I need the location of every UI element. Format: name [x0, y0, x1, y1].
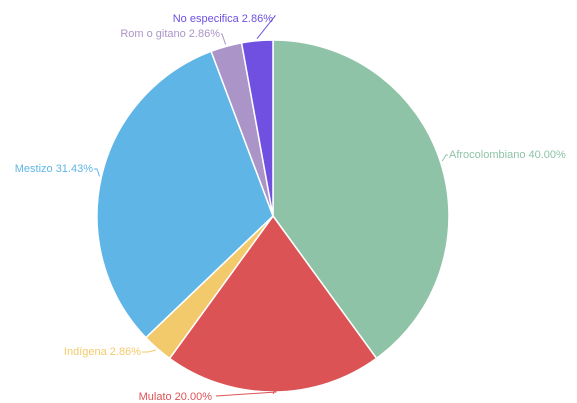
leader-line-mestizo — [94, 168, 100, 177]
leader-line-no-especifica — [256, 15, 277, 40]
leader-line-afrocolombiano — [441, 154, 448, 162]
slice-label-ind-gena: Indígena 2.86% — [64, 346, 141, 358]
leader-lines-layer — [94, 15, 448, 397]
pie-slice-afrocolombiano — [272, 39, 450, 360]
leader-line-ind-gena — [142, 349, 157, 353]
labels-layer: Afrocolombiano 40.00% Mulato 20.00% Indíge… — [15, 13, 566, 403]
slice-label-afrocolombiano: Afrocolombiano 40.00% — [449, 149, 566, 161]
pie-slice-mestizo — [96, 50, 274, 339]
slice-label-no-especifica: No especifica 2.86% — [173, 13, 273, 25]
slice-label-mulato: Mulato 20.00% — [139, 391, 213, 403]
pie-slice-no-especifica — [240, 39, 274, 217]
slice-label-mestizo: Mestizo 31.43% — [15, 163, 93, 175]
slice-label-rom-o-gitano: Rom o gitano 2.86% — [120, 28, 220, 40]
leader-line-rom-o-gitano — [221, 33, 227, 45]
leader-line-mulato — [215, 387, 277, 397]
slices-layer — [96, 39, 450, 393]
